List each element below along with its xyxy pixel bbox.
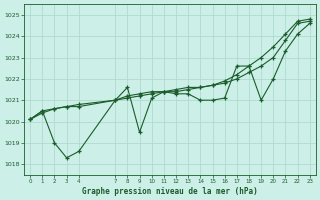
X-axis label: Graphe pression niveau de la mer (hPa): Graphe pression niveau de la mer (hPa) <box>82 187 258 196</box>
